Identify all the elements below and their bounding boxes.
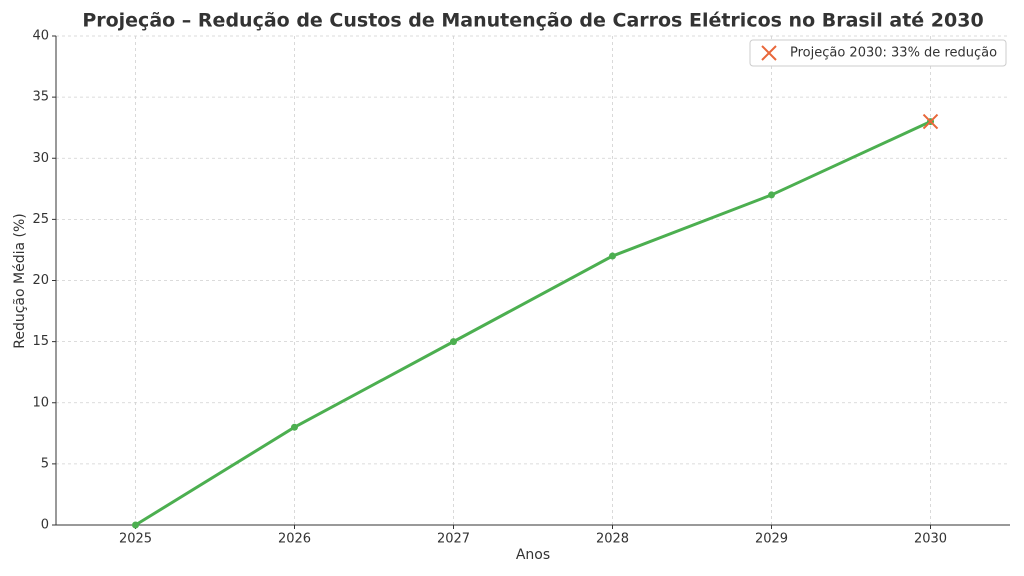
point [450,338,457,346]
y-tick-label: 35 [32,90,49,105]
y-tick-label: 15 [32,334,49,349]
y-tick-label: 0 [41,518,49,533]
point [291,423,298,431]
y-tick-label: 20 [32,273,49,288]
y-tick-label: 40 [32,29,49,44]
y-tick-label: 25 [32,212,49,227]
x-tick-label: 2030 [914,532,947,547]
point [609,252,616,260]
x-tick-label: 2028 [596,532,629,547]
chart-title: Projeção – Redução de Custos de Manutenç… [82,10,983,32]
line [134,120,932,527]
legend-box [749,39,1007,67]
y-tick-label: 10 [32,395,49,410]
point [132,521,139,529]
x-tick-label: 2029 [755,532,788,547]
y-axis-label: Redução Média (%) [12,213,28,349]
x-axis-label: Anos [516,547,550,563]
y-tick-label: 5 [41,456,49,471]
y-tick-label: 30 [32,151,49,166]
point [768,191,775,199]
legend-label: Projeção 2030: 33% de redução [790,46,997,61]
x-tick-label: 2027 [437,532,470,547]
marker [922,113,939,130]
x-tick-label: 2025 [119,532,152,547]
legend-marker [761,45,777,61]
x-tick-label: 2026 [278,532,311,547]
